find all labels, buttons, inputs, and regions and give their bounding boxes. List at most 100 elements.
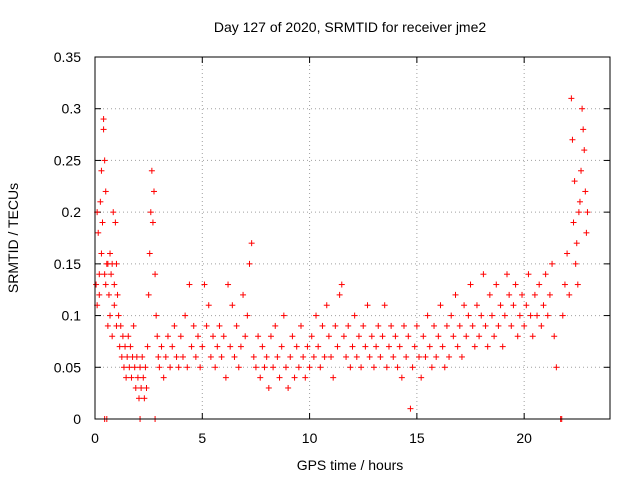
data-point xyxy=(133,353,140,360)
data-point xyxy=(568,95,575,102)
data-point xyxy=(227,343,234,350)
data-point xyxy=(289,333,296,340)
data-point xyxy=(428,364,435,371)
data-point xyxy=(469,322,476,329)
data-point xyxy=(97,198,104,205)
data-point xyxy=(107,312,114,319)
x-tick-label: 15 xyxy=(409,430,425,446)
data-point xyxy=(373,343,380,350)
data-point xyxy=(140,374,147,381)
data-point xyxy=(145,291,152,298)
data-point xyxy=(521,322,528,329)
data-point xyxy=(246,260,253,267)
data-point xyxy=(229,302,236,309)
data-point xyxy=(244,312,251,319)
data-point xyxy=(207,353,214,360)
data-point xyxy=(100,126,107,133)
data-point xyxy=(304,343,311,350)
data-point xyxy=(531,291,538,298)
data-point xyxy=(398,374,405,381)
data-point xyxy=(420,333,427,340)
data-point xyxy=(167,364,174,371)
data-point xyxy=(242,333,249,340)
data-point xyxy=(340,333,347,340)
data-point xyxy=(506,291,513,298)
data-point xyxy=(377,353,384,360)
data-point xyxy=(396,343,403,350)
data-point xyxy=(493,281,500,288)
data-point xyxy=(546,291,553,298)
data-point xyxy=(416,353,423,360)
data-point xyxy=(385,343,392,350)
data-point xyxy=(514,333,521,340)
data-point xyxy=(308,333,315,340)
data-point xyxy=(446,353,453,360)
data-point xyxy=(155,353,162,360)
data-point xyxy=(201,281,208,288)
data-point xyxy=(422,353,429,360)
data-point xyxy=(190,322,197,329)
data-point xyxy=(306,364,313,371)
data-point xyxy=(407,405,414,412)
data-point xyxy=(276,374,283,381)
data-point xyxy=(210,333,217,340)
data-point xyxy=(134,374,141,381)
data-point xyxy=(144,343,151,350)
data-point xyxy=(102,188,109,195)
data-point xyxy=(93,281,100,288)
data-point xyxy=(542,271,549,278)
data-point xyxy=(131,364,138,371)
data-point xyxy=(298,322,304,329)
data-point xyxy=(98,250,105,257)
data-point xyxy=(566,291,573,298)
data-point xyxy=(403,353,410,360)
data-point xyxy=(139,353,146,360)
data-point xyxy=(205,302,212,309)
data-point xyxy=(497,302,504,309)
data-point xyxy=(112,219,119,226)
data-point xyxy=(263,353,270,360)
y-tick-label: 0.3 xyxy=(62,101,82,117)
data-point xyxy=(99,219,106,226)
data-point xyxy=(538,322,545,329)
data-point xyxy=(536,281,543,288)
y-tick-label: 0.05 xyxy=(54,359,81,375)
data-point xyxy=(128,374,135,381)
data-point xyxy=(113,260,120,267)
data-point xyxy=(343,353,350,360)
data-point xyxy=(212,364,219,371)
data-point xyxy=(235,364,242,371)
data-point xyxy=(319,322,326,329)
data-point xyxy=(252,364,259,371)
data-point xyxy=(282,364,289,371)
y-tick-label: 0.2 xyxy=(62,204,82,220)
data-point xyxy=(491,333,498,340)
data-point xyxy=(330,374,337,381)
data-point xyxy=(109,333,116,340)
data-point xyxy=(334,343,341,350)
data-point xyxy=(478,312,485,319)
data-point xyxy=(175,364,182,371)
data-points xyxy=(93,95,591,422)
data-point xyxy=(544,312,551,319)
data-point xyxy=(300,353,307,360)
data-point xyxy=(267,333,274,340)
data-point xyxy=(473,302,480,309)
data-point xyxy=(179,353,186,360)
axis-ticks: 0 5 10 15 20 0 0.05 0.1 0.15 0.2 0.25 0.3 0.35 xyxy=(54,49,610,446)
data-point xyxy=(439,343,446,350)
data-point xyxy=(529,333,536,340)
data-point xyxy=(142,364,149,371)
grid xyxy=(95,57,610,419)
data-point xyxy=(581,147,588,154)
data-point xyxy=(575,209,582,216)
data-point xyxy=(280,312,287,319)
data-point xyxy=(177,333,184,340)
data-point xyxy=(149,219,156,226)
data-point xyxy=(508,322,515,329)
data-point xyxy=(231,353,238,360)
data-point xyxy=(188,343,195,350)
data-point xyxy=(321,353,328,360)
data-point xyxy=(353,353,360,360)
